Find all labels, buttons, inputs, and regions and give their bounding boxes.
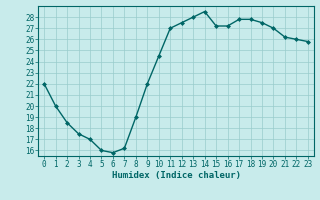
X-axis label: Humidex (Indice chaleur): Humidex (Indice chaleur)	[111, 171, 241, 180]
